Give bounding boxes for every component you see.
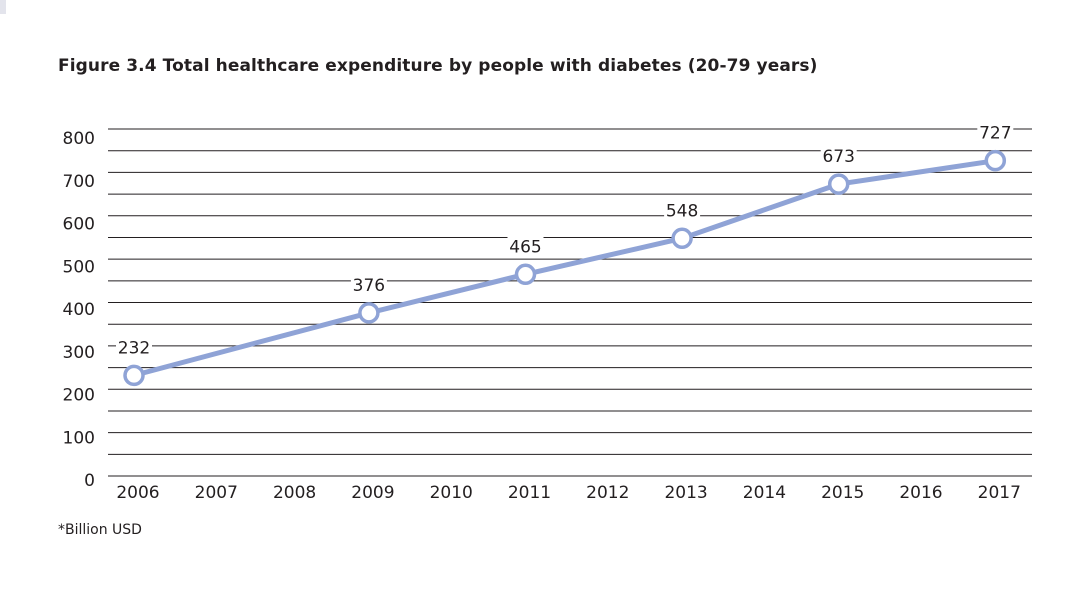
x-tick-label: 2010 [430,483,473,503]
x-tick-label: 2008 [273,483,316,503]
x-tick-label: 2014 [743,483,786,503]
data-point [358,302,380,324]
data-point [123,364,145,387]
x-tick-label: 2006 [116,483,159,503]
y-tick-label: 500 [63,257,95,277]
data-label-background [507,236,544,257]
data-label-background [977,122,1014,143]
y-tick-label: 800 [63,129,95,149]
y-tick-label: 400 [63,300,95,320]
data-label-background [116,337,152,358]
y-tick-label: 200 [63,386,95,406]
data-point [671,227,693,250]
x-tick-label: 2011 [508,483,551,503]
data-point [827,173,850,195]
data-point [984,149,1007,172]
chart-footnote: *Billion USD [58,522,142,538]
data-label: 727 [979,124,1011,144]
data-point [514,263,537,286]
data-label: 548 [666,201,698,221]
corner-mark [0,0,6,14]
data-label-background [350,274,387,295]
y-tick-label: 600 [63,215,95,235]
data-label: 232 [118,338,150,358]
y-tick-label: 300 [63,343,95,363]
x-tick-label: 2012 [586,483,629,503]
data-label: 465 [509,237,541,257]
y-tick-label: 700 [63,172,95,192]
data-label-background [664,200,701,221]
chart-title: Figure 3.4 Total healthcare expenditure … [58,56,818,76]
data-label: 673 [822,147,854,167]
data-label-background [820,146,857,167]
x-tick-label: 2017 [978,483,1021,503]
data-label: 376 [353,276,385,296]
y-tick-label: 100 [63,428,95,448]
y-tick-label: 0 [84,471,95,491]
x-tick-label: 2007 [195,483,238,503]
x-tick-label: 2009 [351,483,394,503]
x-tick-label: 2013 [664,483,707,503]
x-tick-label: 2015 [821,483,864,503]
series-line [131,158,998,378]
x-tick-label: 2016 [899,483,942,503]
